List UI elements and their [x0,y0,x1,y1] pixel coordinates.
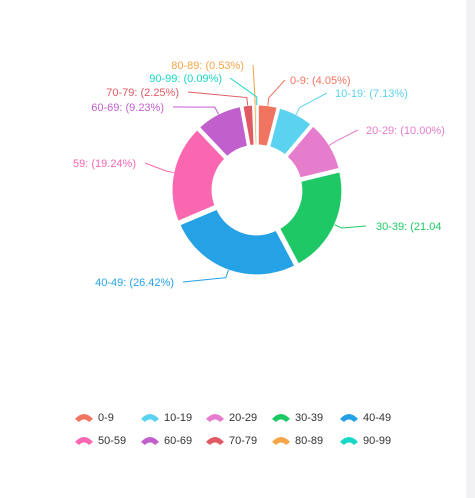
legend-item-20-29[interactable]: 20-29 [206,412,257,424]
slice-label-0-9: 0-9: (4.05%) [290,75,351,87]
slice-label-30-39: 30-39: (21.04 [376,221,441,233]
legend-item-40-49[interactable]: 40-49 [340,412,391,424]
leader-line-30-39 [334,224,367,229]
leader-line-0-9 [267,79,286,106]
slice-labels: 0-9: (4.05%)10-19: (7.13%) 20-29: (10.00%… [73,60,445,289]
legend-item-90-99[interactable]: 90-99 [340,435,391,447]
slice-70-79[interactable] [243,105,254,145]
slice-50-59[interactable] [172,130,225,221]
legend-item-50-59[interactable]: 50-59 [75,435,126,447]
slice-0-9[interactable] [258,105,277,146]
slice-label-50-59: 59: (19.24%) [73,158,136,170]
slice-label-40-49: 40-49: (26.42%) [95,277,174,289]
slice-40-49[interactable] [180,209,295,275]
donut-slices [172,105,342,275]
legend-label-80-89: 80-89 [295,435,323,447]
legend-swatch-30-39 [272,414,290,422]
legend-item-10-19[interactable]: 10-19 [141,412,192,424]
slice-label-80-89: 80-89: (0.53%) [171,60,244,72]
slice-label-70-79: 70-79: (2.25%) [106,87,179,99]
label-leader-lines [144,64,367,283]
legend-swatch-70-79 [206,437,224,445]
legend-label-20-29: 20-29 [229,412,257,424]
legend-swatch-40-49 [340,414,358,422]
slice-label-90-99: 90-99: (0.09%) [149,73,222,85]
slice-10-19[interactable] [270,108,311,155]
legend-label-40-49: 40-49 [363,412,391,424]
legend-item-80-89[interactable]: 80-89 [272,435,323,447]
leader-line-60-69 [172,106,219,115]
legend-item-0-9[interactable]: 0-9 [75,412,114,424]
leader-line-90-99 [229,77,258,106]
leader-line-50-59 [144,162,174,174]
leader-line-10-19 [295,92,328,115]
legend-label-90-99: 90-99 [363,435,391,447]
legend-label-50-59: 50-59 [98,435,126,447]
slice-label-10-19: 10-19: (7.13%) [335,88,408,100]
legend-item-30-39[interactable]: 30-39 [272,412,323,424]
legend-swatch-50-59 [75,437,93,445]
legend-swatch-90-99 [340,437,358,445]
slice-30-39[interactable] [280,172,342,264]
slice-label-60-69: 60-69: (9.23%) [91,102,164,114]
legend-label-0-9: 0-9 [98,412,114,424]
legend-item-60-69[interactable]: 60-69 [141,435,192,447]
slice-label-20-29: 20-29: (10.00%) [366,125,445,137]
slice-60-69[interactable] [200,107,247,156]
legend: 0-9 10-19 20-29 30-39 40-49 50-59 60-69 70-79 80… [75,412,391,447]
leader-line-70-79 [187,91,249,106]
legend-label-10-19: 10-19 [164,412,192,424]
leader-line-40-49 [182,269,229,283]
legend-swatch-10-19 [141,414,159,422]
legend-label-70-79: 70-79 [229,435,257,447]
slice-80-89[interactable] [254,105,257,145]
leader-line-80-89 [252,64,256,106]
leader-line-20-29 [329,129,359,146]
legend-swatch-20-29 [206,414,224,422]
legend-label-60-69: 60-69 [164,435,192,447]
legend-swatch-80-89 [272,437,290,445]
legend-swatch-0-9 [75,414,93,422]
legend-swatch-60-69 [141,437,159,445]
slice-20-29[interactable] [287,126,339,178]
legend-label-30-39: 30-39 [295,412,323,424]
scrollbar-track[interactable] [466,0,475,498]
legend-item-70-79[interactable]: 70-79 [206,435,257,447]
